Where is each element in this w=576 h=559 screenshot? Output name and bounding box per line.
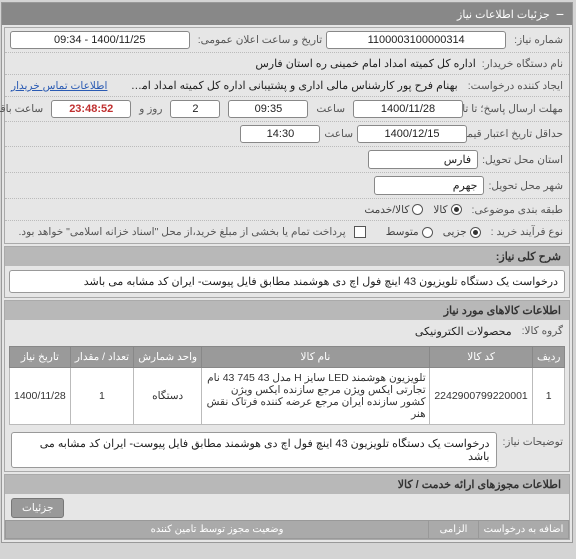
description-section: شرح کلی نیاز: درخواست یک دستگاه تلویزیون…: [5, 246, 571, 298]
radio-mid[interactable]: متوسط: [387, 226, 434, 238]
permits-table: اضافه به درخواست الزامی وضعیت مجوز توسط …: [6, 520, 570, 539]
th-req: الزامی: [430, 521, 480, 539]
requester-value: بهنام فرح پور کارشناس مالی اداری و پشتیب…: [129, 79, 459, 92]
desc-header: شرح کلی نیاز:: [6, 247, 570, 266]
radio-service-label: کالا/خدمت: [365, 204, 410, 216]
radio-goods[interactable]: کالا: [434, 204, 462, 216]
buyer-label: نام دستگاه خریدار:: [483, 58, 564, 70]
cell-unit: دستگاه: [135, 368, 203, 425]
cell-idx: 1: [534, 368, 566, 425]
cell-date: 1400/11/28: [11, 368, 72, 425]
requester-label: ایجاد کننده درخواست:: [469, 80, 564, 92]
notes-text: درخواست یک دستگاه تلویزیون 43 اینچ فول ا…: [12, 432, 498, 468]
panel-header: − جزئیات اطلاعات نیاز: [3, 3, 573, 25]
th-unit: واحد شمارش: [135, 347, 203, 368]
radio-icon: [413, 204, 424, 215]
radio-mid-label: متوسط: [387, 226, 420, 238]
buyer-value: اداره کل کمیته امداد امام خمینی ره استان…: [256, 57, 476, 70]
radio-low-label: جزیی: [444, 226, 468, 238]
need-number-field: 1100003100000314: [327, 31, 507, 49]
th-name: نام کالا: [203, 347, 430, 368]
process-label: نوع فرآیند خرید :: [492, 226, 564, 238]
province-field: فارس: [369, 150, 479, 169]
category-radio-group: کالا کالا/خدمت: [365, 204, 462, 216]
announce-label: تاریخ و ساعت اعلان عمومی:: [199, 34, 323, 46]
day-label: روز و: [140, 103, 163, 115]
cell-code: 2242900799220001: [430, 368, 534, 425]
radio-icon-checked: [452, 204, 463, 215]
radio-goods-label: کالا: [434, 204, 448, 216]
panel-title: جزئیات اطلاعات نیاز: [458, 8, 551, 21]
remain-label: ساعت باقی مانده: [0, 103, 44, 115]
th-add: اضافه به درخواست: [480, 521, 570, 539]
radio-low[interactable]: جزیی: [444, 226, 482, 238]
deadline-time-field: 09:35: [229, 100, 309, 118]
collapse-icon[interactable]: −: [557, 6, 565, 22]
table-row[interactable]: 1 2242900799220001 تلویزیون هوشمند LED س…: [11, 368, 566, 425]
radio-icon-checked-2: [471, 227, 482, 238]
items-header: اطلاعات کالاهای مورد نیاز: [6, 301, 570, 320]
notes-label: توضیحات نیاز:: [504, 432, 565, 448]
validity-date-field: 1400/12/15: [358, 125, 468, 143]
city-field: جهرم: [375, 176, 485, 195]
process-radio-group: جزیی متوسط: [387, 226, 482, 238]
time-label-1: ساعت: [317, 103, 346, 115]
details-button[interactable]: جزئیات: [12, 498, 65, 518]
permits-header: اطلاعات مجوزهای ارائه خدمت / کالا: [6, 475, 570, 494]
days-field: 2: [171, 100, 221, 118]
city-label: شهر محل تحویل:: [489, 180, 564, 192]
th-qty: تعداد / مقدار: [71, 347, 134, 368]
time-label-2: ساعت: [325, 128, 354, 140]
validity-time-field: 14:30: [241, 125, 321, 143]
info-section: شماره نیاز: 1100003100000314 تاریخ و ساع…: [5, 27, 571, 244]
radio-icon-2: [423, 227, 434, 238]
payment-label: پرداخت تمام یا بخشی از مبلغ خرید،از محل …: [20, 226, 347, 238]
permits-section: اطلاعات مجوزهای ارائه خدمت / کالا جزئیات…: [5, 474, 571, 540]
items-section: اطلاعات کالاهای مورد نیاز گروه کالا: محص…: [5, 300, 571, 472]
category-label: طبقه بندی موضوعی:: [473, 204, 564, 216]
cell-name: تلویزیون هوشمند LED سایز H مدل 43 745 43…: [203, 368, 430, 425]
announce-field: 1400/11/25 - 09:34: [11, 31, 191, 49]
buyer-contact-link[interactable]: اطلاعات تماس خریدار: [12, 80, 108, 92]
countdown-field: 23:48:52: [52, 100, 132, 118]
th-code: کد کالا: [430, 347, 534, 368]
th-date: تاریخ نیاز: [11, 347, 72, 368]
need-number-label: شماره نیاز:: [515, 34, 564, 46]
items-table: ردیف کد کالا نام کالا واحد شمارش تعداد /…: [10, 346, 566, 425]
cell-qty: 1: [71, 368, 134, 425]
deadline-date-field: 1400/11/28: [354, 100, 464, 118]
validity-label: حداقل تاریخ اعتبار قیمت؛ تا تاریخ:: [472, 128, 564, 140]
th-idx: ردیف: [534, 347, 566, 368]
main-container: − جزئیات اطلاعات نیاز شماره نیاز: 110000…: [2, 2, 574, 543]
deadline-label: مهلت ارسال پاسخ؛ تا تاریخ:: [472, 103, 564, 115]
group-value: محصولات الکترونیکی: [416, 325, 513, 338]
payment-checkbox[interactable]: [355, 226, 367, 238]
radio-service[interactable]: کالا/خدمت: [365, 204, 424, 216]
desc-text: درخواست یک دستگاه تلویزیون 43 اینچ فول ا…: [10, 270, 566, 293]
province-label: استان محل تحویل:: [483, 154, 564, 166]
th-status: وضعیت مجوز توسط تامین کننده: [7, 521, 430, 539]
group-label: گروه کالا:: [523, 325, 564, 337]
